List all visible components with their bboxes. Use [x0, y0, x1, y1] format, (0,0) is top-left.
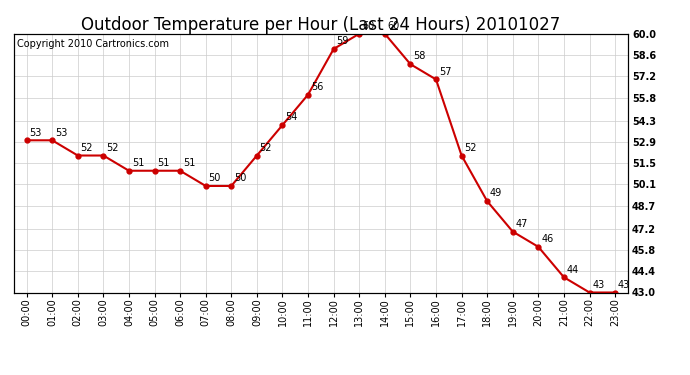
Text: 53: 53 [55, 128, 68, 138]
Text: 43: 43 [618, 280, 630, 290]
Text: 52: 52 [106, 143, 119, 153]
Text: 56: 56 [310, 82, 323, 92]
Text: 60: 60 [388, 21, 400, 31]
Text: 51: 51 [132, 158, 144, 168]
Text: 58: 58 [413, 51, 426, 62]
Text: 46: 46 [541, 234, 553, 244]
Title: Outdoor Temperature per Hour (Last 24 Hours) 20101027: Outdoor Temperature per Hour (Last 24 Ho… [81, 16, 560, 34]
Text: 54: 54 [285, 112, 297, 122]
Text: 43: 43 [592, 280, 604, 290]
Text: 57: 57 [439, 67, 451, 76]
Text: 60: 60 [362, 21, 374, 31]
Text: 52: 52 [81, 143, 93, 153]
Text: 51: 51 [157, 158, 170, 168]
Text: 49: 49 [490, 188, 502, 198]
Text: 44: 44 [566, 264, 579, 274]
Text: 47: 47 [515, 219, 528, 229]
Text: Copyright 2010 Cartronics.com: Copyright 2010 Cartronics.com [17, 39, 169, 49]
Text: 50: 50 [234, 173, 246, 183]
Text: 51: 51 [183, 158, 195, 168]
Text: 50: 50 [208, 173, 221, 183]
Text: 52: 52 [464, 143, 477, 153]
Text: 59: 59 [337, 36, 349, 46]
Text: 53: 53 [30, 128, 42, 138]
Text: 52: 52 [259, 143, 272, 153]
